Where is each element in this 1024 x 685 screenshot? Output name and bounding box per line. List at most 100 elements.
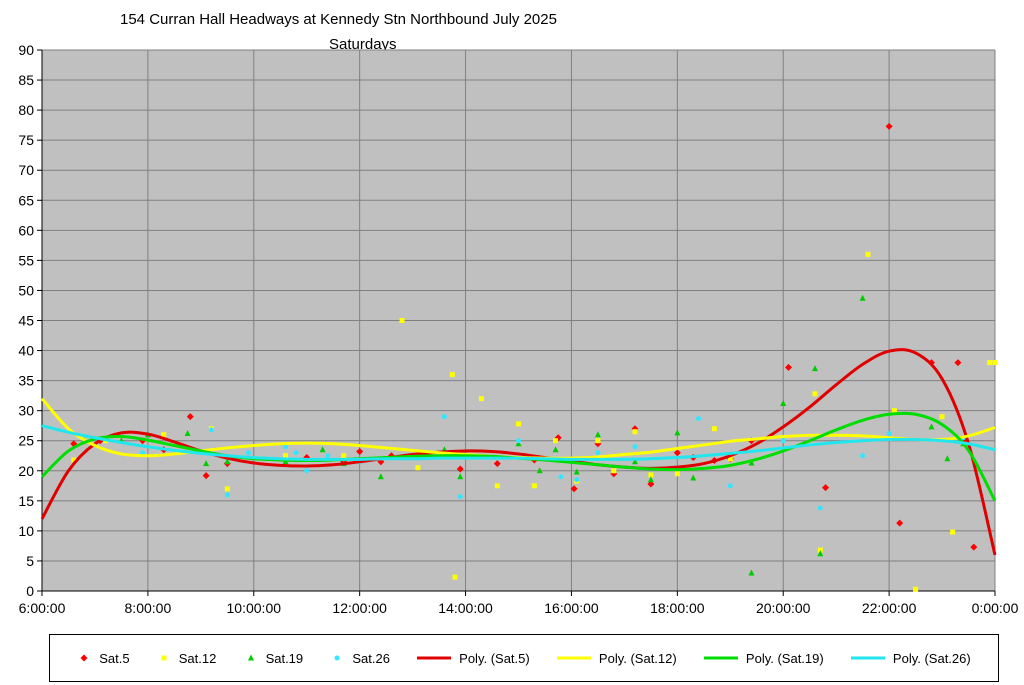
data-point-sat-12 bbox=[891, 408, 897, 414]
data-point-sat-26 bbox=[727, 483, 733, 489]
data-point-sat-5 bbox=[570, 485, 578, 493]
data-point-sat-26 bbox=[325, 453, 331, 459]
y-tick-label: 20 bbox=[18, 463, 34, 479]
y-tick-label: 90 bbox=[18, 42, 34, 58]
data-point-sat-5 bbox=[186, 413, 194, 421]
data-point-sat-5 bbox=[785, 363, 793, 371]
legend-label: Sat.5 bbox=[99, 650, 130, 666]
data-point-sat-12 bbox=[595, 438, 601, 444]
y-tick-label: 25 bbox=[18, 433, 34, 449]
data-point-sat-5 bbox=[456, 465, 464, 473]
x-tick-label: 8:00:00 bbox=[125, 600, 172, 616]
data-point-sat-26 bbox=[245, 450, 251, 456]
legend-swatch bbox=[850, 656, 885, 660]
data-point-sat-5 bbox=[970, 543, 978, 551]
legend-swatch bbox=[703, 656, 738, 660]
y-tick-label: 50 bbox=[18, 282, 34, 298]
legend-marker bbox=[247, 654, 254, 661]
chart-subtitle: Saturdays bbox=[329, 36, 397, 53]
data-point-sat-19 bbox=[594, 431, 601, 438]
y-tick-label: 75 bbox=[18, 132, 34, 148]
x-tick-label: 16:00:00 bbox=[544, 600, 599, 616]
x-tick-label: 12:00:00 bbox=[332, 600, 387, 616]
data-point-sat-12 bbox=[283, 453, 289, 459]
data-point-sat-5 bbox=[896, 519, 904, 527]
legend-marker bbox=[334, 655, 340, 661]
x-tick-label: 18:00:00 bbox=[650, 600, 705, 616]
legend-label: Poly. (Sat.19) bbox=[745, 650, 824, 666]
x-tick-label: 20:00:00 bbox=[756, 600, 811, 616]
data-point-sat-19 bbox=[184, 430, 191, 437]
data-point-sat-12 bbox=[632, 429, 638, 435]
data-point-sat-19 bbox=[647, 476, 654, 483]
data-point-sat-12 bbox=[531, 483, 537, 489]
legend-item-sat-5: Sat.5 bbox=[77, 650, 130, 666]
data-point-sat-12 bbox=[913, 586, 919, 592]
data-point-sat-26 bbox=[817, 505, 823, 511]
data-point-sat-19 bbox=[224, 458, 231, 465]
y-tick-label: 80 bbox=[18, 102, 34, 118]
legend-swatch bbox=[247, 654, 254, 661]
y-tick-label: 55 bbox=[18, 252, 34, 268]
data-point-sat-12 bbox=[161, 432, 167, 438]
data-point-sat-19 bbox=[674, 429, 681, 436]
data-point-sat-19 bbox=[536, 467, 543, 474]
y-tick-label: 0 bbox=[26, 583, 34, 599]
y-tick-label: 35 bbox=[18, 373, 34, 389]
chart-title: 154 Curran Hall Headways at Kennedy Stn … bbox=[120, 11, 557, 28]
data-point-sat-12 bbox=[478, 396, 484, 402]
y-tick-label: 40 bbox=[18, 343, 34, 359]
scatter-chart: 0 5 10 15 20 25 30 35 40 45 50 55 60 65 70 75 80 85 90 6:00… bbox=[18, 42, 1018, 616]
y-tick-label: 85 bbox=[18, 72, 34, 88]
legend-label: Sat.12 bbox=[178, 650, 217, 666]
data-point-sat-19 bbox=[203, 460, 210, 467]
y-tick-label: 15 bbox=[18, 493, 34, 509]
data-point-sat-12 bbox=[415, 465, 421, 471]
data-point-sat-26 bbox=[696, 415, 702, 421]
y-tick-label: 70 bbox=[18, 162, 34, 178]
data-point-sat-5 bbox=[822, 484, 830, 492]
data-point-sat-26 bbox=[140, 450, 146, 456]
data-point-sat-12 bbox=[449, 372, 455, 378]
data-point-sat-19 bbox=[319, 446, 326, 453]
data-point-sat-12 bbox=[865, 251, 871, 257]
data-point-sat-26 bbox=[558, 474, 564, 480]
legend-swatch bbox=[417, 656, 452, 660]
data-point-sat-12 bbox=[711, 426, 717, 432]
legend-label: Poly. (Sat.5) bbox=[459, 650, 530, 666]
data-point-sat-12 bbox=[648, 472, 654, 478]
data-point-sat-12 bbox=[939, 414, 945, 420]
y-tick-label: 60 bbox=[18, 222, 34, 238]
data-point-sat-12 bbox=[71, 457, 77, 463]
x-tick-label: 14:00:00 bbox=[438, 600, 493, 616]
data-point-sat-19 bbox=[859, 294, 866, 301]
legend-swatch bbox=[334, 655, 340, 661]
data-point-sat-26 bbox=[595, 450, 601, 456]
data-point-sat-26 bbox=[283, 444, 289, 450]
y-tick-label: 30 bbox=[18, 403, 34, 419]
legend-label: Sat.26 bbox=[352, 650, 390, 666]
data-point-sat-26 bbox=[208, 427, 214, 433]
y-tick-label: 5 bbox=[26, 553, 34, 569]
data-point-sat-26 bbox=[574, 477, 580, 483]
legend-item-poly-sat-19: Poly. (Sat.19) bbox=[703, 650, 824, 666]
data-point-sat-19 bbox=[928, 423, 935, 430]
legend-item-poly-sat-5: Poly. (Sat.5) bbox=[417, 651, 530, 666]
data-point-sat-19 bbox=[748, 459, 755, 466]
legend-marker bbox=[80, 654, 88, 662]
data-point-sat-5 bbox=[356, 448, 364, 456]
data-point-sat-12 bbox=[553, 438, 559, 444]
data-point-sat-5 bbox=[885, 122, 893, 130]
x-tick-label: 10:00:00 bbox=[227, 600, 282, 616]
data-point-sat-12 bbox=[611, 468, 617, 474]
data-point-sat-26 bbox=[886, 431, 892, 437]
data-point-sat-26 bbox=[632, 444, 638, 450]
data-point-sat-12 bbox=[812, 391, 818, 397]
data-point-sat-5 bbox=[954, 359, 962, 367]
legend-marker bbox=[161, 655, 167, 661]
data-point-sat-19 bbox=[780, 399, 787, 406]
trend-line-poly-sat-26 bbox=[41, 424, 996, 461]
data-point-sat-19 bbox=[944, 455, 951, 462]
data-point-sat-26 bbox=[293, 450, 299, 456]
data-point-sat-19 bbox=[573, 468, 580, 475]
